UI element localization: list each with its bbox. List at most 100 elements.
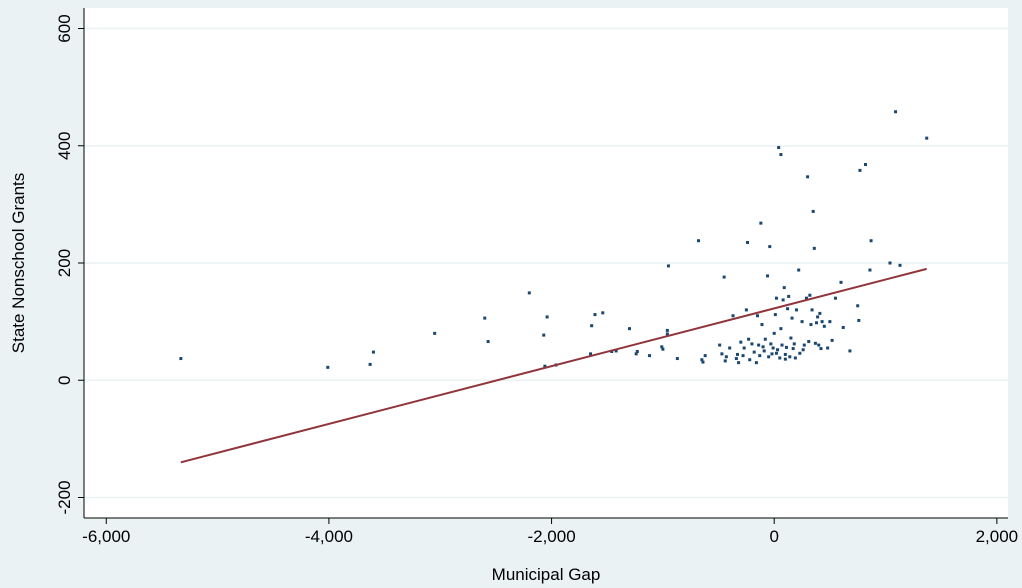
x-axis-title: Municipal Gap: [492, 565, 601, 584]
data-point: [830, 338, 834, 342]
data-point: [797, 268, 801, 272]
data-point: [769, 342, 773, 346]
data-point: [888, 261, 892, 265]
data-point: [766, 274, 770, 278]
y-axis: -200 0 200 400 600: [55, 8, 85, 518]
data-point: [759, 221, 763, 225]
data-point: [770, 352, 774, 356]
data-point: [790, 316, 794, 320]
data-point: [754, 361, 758, 365]
data-point: [697, 239, 701, 243]
data-point: [773, 313, 777, 317]
x-tick-label: -6,000: [82, 527, 130, 546]
data-point: [614, 349, 618, 353]
data-point: [752, 350, 756, 354]
data-point: [634, 352, 638, 356]
data-point: [858, 168, 862, 172]
data-point: [780, 343, 784, 347]
data-point: [783, 352, 787, 356]
data-point: [750, 342, 754, 346]
data-point: [703, 354, 707, 358]
data-point: [720, 352, 724, 356]
data-point: [745, 240, 749, 244]
data-point: [761, 345, 765, 349]
data-point: [756, 314, 760, 318]
data-point: [774, 296, 778, 300]
data-point: [665, 328, 669, 332]
data-point: [794, 308, 798, 312]
data-point: [747, 337, 751, 341]
data-point: [856, 304, 860, 308]
data-point: [771, 346, 775, 350]
data-point: [772, 331, 776, 335]
data-point: [741, 354, 745, 358]
gridlines: [84, 27, 1008, 499]
data-point: [590, 324, 594, 328]
data-point: [589, 352, 593, 356]
data-point: [791, 347, 795, 351]
data-point: [815, 321, 819, 325]
data-point: [661, 347, 665, 351]
data-point: [648, 354, 652, 358]
y-tick-label: 0: [55, 376, 74, 385]
data-point: [483, 316, 487, 320]
data-point: [700, 358, 704, 362]
y-tick-label: 400: [55, 132, 74, 160]
data-point: [848, 349, 852, 353]
data-point: [793, 356, 797, 360]
data-point: [782, 286, 786, 290]
data-point: [898, 263, 902, 267]
data-point: [813, 341, 817, 345]
data-point: [744, 308, 748, 312]
data-point: [739, 340, 743, 344]
data-point: [841, 325, 845, 329]
data-point: [810, 308, 814, 312]
y-tick-label: 600: [55, 14, 74, 42]
data-point: [734, 357, 738, 361]
data-point: [779, 153, 783, 157]
data-point: [767, 355, 771, 359]
data-point: [723, 359, 727, 363]
data-point: [368, 362, 372, 366]
data-point: [869, 239, 873, 243]
data-point: [816, 315, 820, 319]
data-point: [779, 327, 783, 331]
data-point: [527, 291, 531, 295]
data-point: [806, 175, 810, 179]
x-tick-label: 0: [769, 527, 778, 546]
y-tick-label: -200: [55, 480, 74, 514]
data-point: [666, 264, 670, 268]
data-point: [828, 320, 832, 324]
y-axis-title: State Nonschool Grants: [9, 173, 28, 353]
data-point: [788, 355, 792, 359]
data-point: [593, 313, 597, 317]
data-point: [792, 342, 796, 346]
data-point: [864, 163, 868, 167]
data-point: [802, 343, 806, 347]
data-point: [486, 340, 490, 344]
data-point: [758, 354, 762, 358]
data-point: [627, 327, 631, 331]
data-point: [757, 343, 761, 347]
data-point: [326, 365, 330, 369]
data-point: [776, 348, 780, 352]
data-point: [722, 275, 726, 279]
data-point: [735, 352, 739, 356]
data-point: [812, 246, 816, 250]
data-point: [868, 268, 872, 272]
data-point: [894, 110, 898, 114]
data-point: [800, 320, 804, 324]
data-point: [742, 346, 746, 350]
data-point: [601, 311, 605, 315]
data-point: [839, 280, 843, 284]
data-point: [783, 357, 787, 361]
data-point: [718, 343, 722, 347]
data-point: [818, 311, 822, 315]
data-point: [724, 355, 728, 359]
data-point: [179, 357, 183, 361]
data-point: [763, 337, 767, 341]
x-tick-label: 2,000: [976, 527, 1019, 546]
data-point: [925, 136, 929, 140]
data-point: [826, 346, 830, 350]
x-axis: -6,000 -4,000 -2,000 0 2,000: [82, 517, 1019, 546]
